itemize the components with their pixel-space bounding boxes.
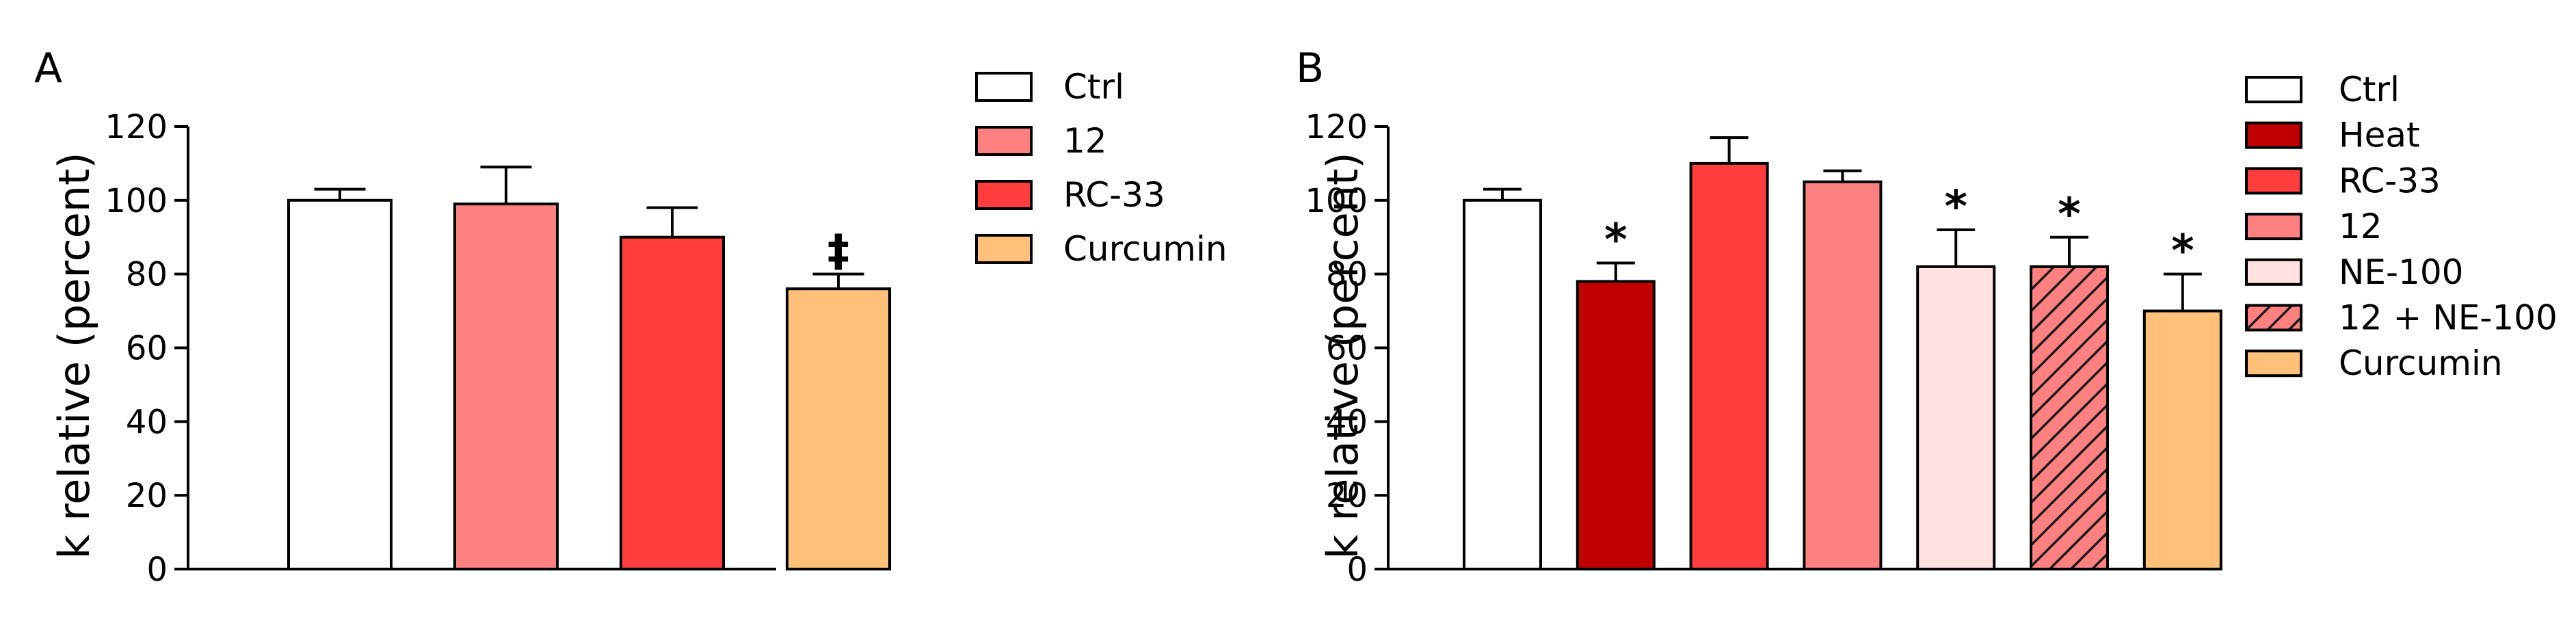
legend-swatch [2245, 167, 2302, 195]
legend-label: 12 [2339, 207, 2382, 246]
y-tick-label: 100 [1305, 182, 1368, 220]
panel-b: B k relative (percent) 0 20 40 60 80 100 120 *… [1296, 44, 2558, 589]
legend-swatch [2245, 213, 2302, 241]
bar-12 [453, 202, 559, 571]
y-tick-label: 80 [1326, 256, 1368, 294]
y-axis-ticks-a: 0 20 40 60 80 100 120 [105, 108, 776, 589]
significance-marker: ‡ [827, 226, 849, 277]
legend-swatch [2245, 258, 2302, 286]
y-tick-label: 0 [146, 551, 168, 589]
significance-marker: * [2058, 189, 2080, 240]
bars-b: * * * * [1463, 136, 2222, 571]
legend-label: 12 + NE-100 [2339, 298, 2558, 338]
legend-label: Ctrl [1063, 67, 1124, 107]
legend-swatch [975, 180, 1033, 210]
y-tick-label: 40 [126, 403, 168, 441]
legend-label: Curcumin [2339, 343, 2503, 383]
y-tick-label: 0 [1346, 551, 1368, 589]
significance-marker: * [1944, 182, 1967, 233]
y-axis-ticks-b: 0 20 40 60 80 100 120 [1305, 108, 2164, 589]
legend-swatch [975, 234, 1033, 264]
significance-marker: * [1604, 215, 1627, 265]
bar-rc-33 [620, 235, 725, 570]
y-tick-label: 120 [1305, 108, 1368, 146]
bar-rc-33 [1689, 161, 1769, 570]
panel-a: A k relative (percent) 0 20 40 60 80 100 120 ‡… [34, 44, 1227, 589]
legend-label: NE-100 [2339, 252, 2463, 292]
bar-ctrl [287, 198, 393, 571]
legend-swatch [2245, 304, 2302, 332]
bar-ne-100 [1916, 265, 1996, 570]
legend-label: Ctrl [2339, 70, 2400, 109]
legend-swatch [975, 72, 1033, 102]
legend-label: RC-33 [1063, 175, 1165, 215]
bar-curcumin [786, 287, 891, 570]
legend-label: Curcumin [1063, 229, 1227, 269]
y-tick-label: 120 [105, 108, 168, 146]
panel-label-a: A [34, 44, 62, 92]
legend-label: Heat [2339, 116, 2420, 155]
y-tick-label: 20 [1326, 477, 1368, 515]
y-tick-label: 20 [126, 477, 168, 515]
panel-label-b: B [1296, 44, 1324, 92]
bars-a: ‡ [287, 166, 891, 571]
legend-swatch [2245, 350, 2302, 378]
legend-swatch [2245, 76, 2302, 103]
y-tick-label: 60 [1326, 330, 1368, 368]
legend-label: RC-33 [2339, 161, 2441, 200]
y-tick-label: 100 [105, 182, 168, 220]
legend-a: Ctrl 12 RC-33 Curcumin [975, 67, 1227, 269]
legend-swatch [975, 126, 1033, 156]
legend-b: Ctrl Heat RC-33 12 NE-100 12 + NE-100 Curcumin [2245, 70, 2558, 383]
y-tick-label: 40 [1326, 403, 1368, 441]
bar-ctrl [1463, 198, 1542, 571]
y-axis-label-b: k relative (percent) [1318, 152, 1368, 559]
bar-12 [1803, 180, 1883, 570]
significance-marker: * [2171, 226, 2194, 277]
y-tick-label: 80 [126, 256, 168, 294]
y-axis-label-a: k relative (percent) [49, 152, 99, 559]
legend-swatch [2245, 121, 2302, 149]
bar-curcumin [2142, 309, 2222, 570]
y-tick-label: 60 [126, 330, 168, 368]
legend-label: 12 [1063, 121, 1107, 161]
bar-12-ne-100 [2030, 265, 2109, 570]
bar-heat [1576, 280, 1656, 570]
